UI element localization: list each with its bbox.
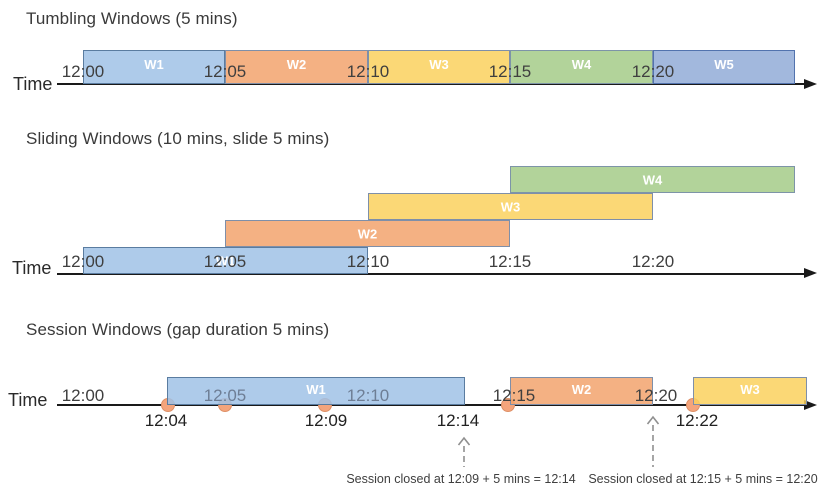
sliding-axis-arrowhead-icon <box>804 268 817 279</box>
window-label: W1 <box>144 57 164 72</box>
tumbling-title: Tumbling Windows (5 mins) <box>26 9 238 28</box>
tumbling-axis-arrowhead-icon <box>804 78 817 89</box>
window-label: W1 <box>215 253 236 268</box>
session-close-arrow-1-icon <box>457 436 471 467</box>
session-title: Session Windows (gap duration 5 mins) <box>26 320 330 339</box>
window-label: W3 <box>429 57 449 72</box>
sliding-title: Sliding Windows (10 mins, slide 5 mins) <box>26 129 330 148</box>
tumbling-tick-1220: 12:20 <box>631 62 675 81</box>
sliding-time-axis <box>57 272 806 275</box>
session-window-w1: W1 <box>167 377 465 405</box>
sliding-tick-1205: 12:05 <box>203 252 247 271</box>
sliding-time-axis-label: Time <box>12 258 52 278</box>
session-time-axis <box>57 404 806 407</box>
sliding-window-w1: W1 <box>83 247 368 274</box>
sliding-tick-1215: 12:15 <box>488 252 532 271</box>
window-label: W4 <box>642 172 663 187</box>
session-tick-1210: 12:10 <box>346 386 390 405</box>
tumbling-window-w3: W3 <box>368 50 510 84</box>
window-label: W1 <box>306 382 326 397</box>
session-close-annotation-1: Session closed at 12:09 + 5 mins = 12:14 <box>346 472 576 486</box>
window-label: W5 <box>714 57 734 72</box>
tumbling-window-w2: W2 <box>225 50 368 84</box>
tumbling-window-w1: W1 <box>83 50 225 84</box>
session-window-w2: W2 <box>510 377 653 405</box>
window-label: W2 <box>571 382 592 397</box>
window-label: W4 <box>571 57 592 72</box>
session-tick-1220: 12:20 <box>634 386 678 405</box>
sliding-window-w4: W4 <box>510 166 795 193</box>
session-tick-1205: 12:05 <box>203 386 247 405</box>
window-label: W2 <box>286 57 307 72</box>
event-label-1214: 12:14 <box>436 411 480 430</box>
tumbling-tick-1200: 12:00 <box>61 62 105 81</box>
tumbling-window-w4: W4 <box>510 50 653 84</box>
tumbling-tick-1205: 12:05 <box>203 62 247 81</box>
sliding-window-w3: W3 <box>368 193 653 220</box>
sliding-tick-1210: 12:10 <box>346 252 390 271</box>
window-label: W3 <box>740 382 760 397</box>
tumbling-time-axis-label: Time <box>13 74 53 94</box>
window-label: W3 <box>500 199 521 214</box>
event-label-1209: 12:09 <box>304 411 348 430</box>
session-close-annotation-2: Session closed at 12:15 + 5 mins = 12:20 <box>588 472 818 486</box>
session-window-w3: W3 <box>693 377 807 405</box>
sliding-tick-1200: 12:00 <box>61 252 105 271</box>
event-label-1204: 12:04 <box>144 411 188 430</box>
tumbling-window-w5: W5 <box>653 50 795 84</box>
session-time-axis-label: Time <box>8 390 48 410</box>
event-label-1222: 12:22 <box>675 411 719 430</box>
sliding-tick-1220: 12:20 <box>631 252 675 271</box>
sliding-window-w2: W2 <box>225 220 510 247</box>
session-axis-arrowhead-icon <box>804 399 817 410</box>
session-close-arrow-2-icon <box>646 415 660 467</box>
window-label: W2 <box>357 226 378 241</box>
session-tick-1200: 12:00 <box>61 386 105 405</box>
session-tick-1215: 12:15 <box>492 386 536 405</box>
tumbling-tick-1215: 12:15 <box>488 62 532 81</box>
tumbling-tick-1210: 12:10 <box>346 62 390 81</box>
